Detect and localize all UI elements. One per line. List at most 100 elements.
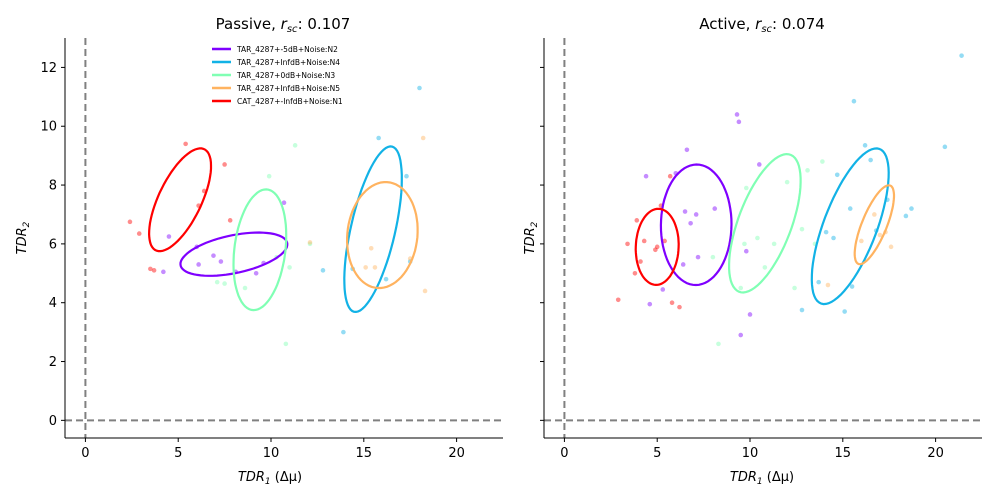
data-point [127, 219, 133, 225]
y-tick-label: 12 [40, 61, 57, 76]
data-point [682, 209, 688, 214]
ellipse-series-0 [179, 231, 289, 277]
data-point [292, 143, 298, 148]
data-point [684, 147, 690, 153]
data-point [747, 312, 753, 317]
data-point [680, 262, 686, 267]
active-chart-title: Active, rsc: 0.074 [699, 15, 825, 35]
x-tick-label: 20 [448, 446, 465, 461]
ellipse-series-2 [232, 188, 288, 312]
data-point [738, 285, 744, 291]
data-point [638, 259, 643, 264]
data-point [307, 240, 313, 245]
x-tick-label: 20 [927, 446, 944, 461]
data-point [368, 245, 374, 251]
data-point [743, 248, 749, 254]
data-point [166, 234, 172, 239]
data-point [909, 206, 914, 211]
x-tick-label: 15 [835, 446, 852, 461]
data-point [662, 238, 667, 244]
y-tick-label: 0 [49, 414, 57, 429]
x-tick-label: 10 [742, 446, 759, 461]
data-point [872, 212, 877, 217]
data-point [816, 279, 821, 285]
data-point [136, 231, 142, 236]
passive-x-axis-label: TDR1 (Δμ) [238, 470, 302, 487]
data-point [799, 226, 805, 232]
y-tick-label: 8 [49, 179, 57, 194]
data-point [383, 276, 389, 282]
data-point [422, 288, 428, 294]
data-point [738, 332, 744, 338]
legend-entry: TAR_4287+InfdB+Noise:N4 [212, 58, 340, 67]
data-point [710, 254, 716, 260]
y-tick-label: 2 [49, 355, 57, 370]
data-point [634, 218, 640, 223]
data-point [792, 285, 797, 291]
data-point [851, 98, 857, 104]
data-point [667, 173, 673, 179]
legend-label: TAR_4287+0dB+Noise:N3 [236, 71, 335, 80]
data-point [831, 235, 836, 241]
data-point [712, 206, 718, 211]
data-point [643, 173, 649, 179]
data-point [805, 168, 810, 173]
data-point [266, 173, 272, 179]
x-tick-label: 0 [560, 446, 568, 461]
data-point [341, 329, 346, 335]
data-point [742, 241, 747, 247]
data-point [842, 309, 847, 314]
data-point [320, 268, 326, 273]
data-point [756, 162, 762, 167]
legend-label: TAR_4287+InfdB+Noise:N4 [236, 58, 340, 67]
data-point [196, 262, 201, 267]
data-point [161, 269, 166, 275]
legend-entry: TAR_4287+0dB+Noise:N3 [212, 71, 335, 80]
ellipse-series-0 [659, 163, 733, 287]
ellipse-series-1 [343, 145, 403, 314]
data-point [825, 282, 831, 288]
data-point [615, 297, 621, 303]
ellipse-series-2 [728, 152, 802, 294]
y-tick-label: 6 [49, 237, 57, 252]
data-point [669, 300, 675, 306]
data-point [654, 244, 660, 250]
x-tick-label: 5 [653, 446, 661, 461]
data-point [641, 238, 647, 244]
data-point [859, 238, 864, 244]
data-point [222, 281, 227, 286]
data-point [632, 270, 638, 276]
data-point [404, 173, 409, 179]
data-point [227, 218, 233, 223]
data-point [647, 301, 653, 307]
data-point [903, 213, 909, 219]
data-point [834, 172, 840, 178]
data-point [417, 85, 422, 91]
ellipse-series-4 [147, 147, 213, 253]
data-point [847, 206, 853, 211]
active-plot-area: 0 5 10 15 20 [540, 38, 982, 461]
data-point [736, 119, 742, 125]
data-point [218, 259, 224, 264]
data-point [183, 141, 188, 147]
data-point [660, 287, 666, 292]
data-point [253, 270, 259, 276]
data-point [784, 179, 790, 185]
data-point [688, 220, 693, 226]
data-point [372, 265, 378, 270]
data-point [734, 112, 740, 117]
data-point [716, 341, 721, 347]
data-point [376, 135, 381, 141]
legend-label: CAT_4287+-InfdB+Noise:N1 [237, 97, 343, 106]
ellipse-series-4 [634, 207, 680, 287]
data-point [877, 232, 883, 238]
x-tick-label: 5 [174, 446, 182, 461]
passive-y-axis-label: TDR2 [15, 221, 32, 254]
ellipse-series-3 [346, 181, 419, 290]
ellipse-series-3 [853, 184, 896, 266]
data-point [743, 185, 749, 191]
data-point [677, 304, 682, 310]
data-point [862, 143, 868, 148]
active-x-axis-label: TDR1 (Δμ) [730, 470, 794, 487]
